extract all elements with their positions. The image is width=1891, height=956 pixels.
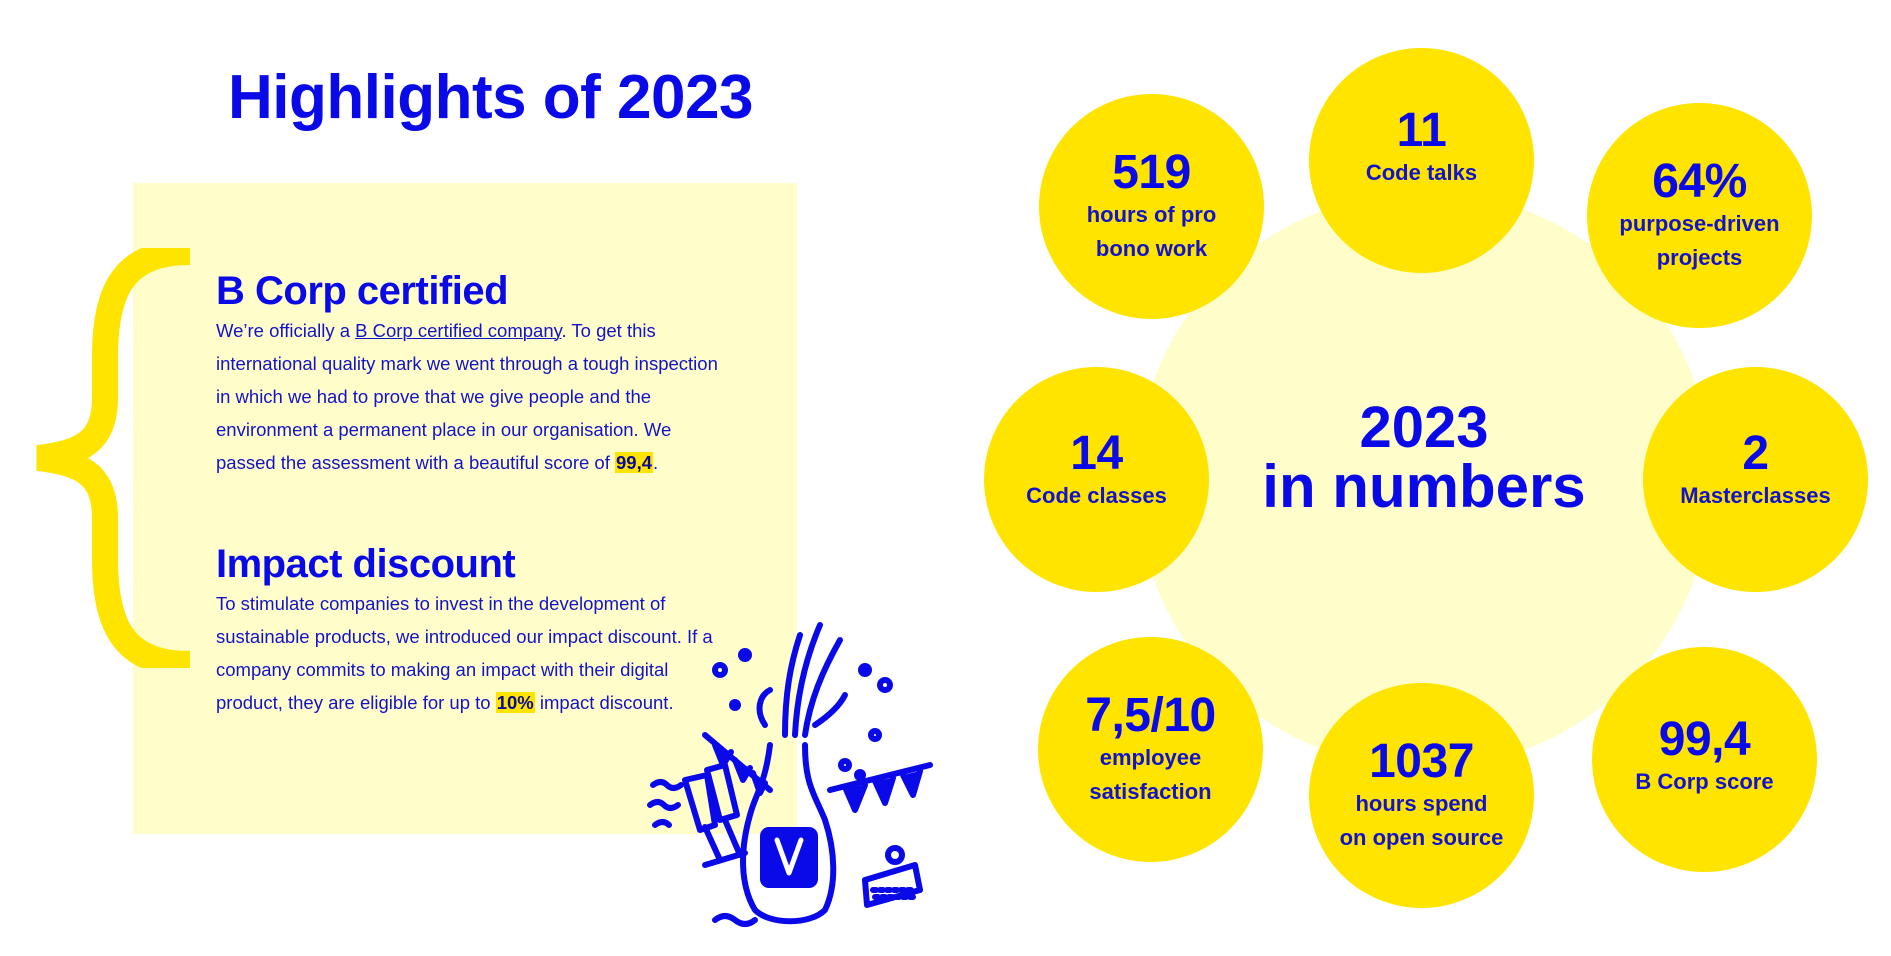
stat-purpose-driven: 64% purpose-driven projects [1587, 103, 1812, 328]
page-title: Highlights of 2023 [228, 63, 753, 132]
discount-highlight: 10% [495, 692, 535, 713]
stat-label: purpose-driven [1619, 210, 1780, 236]
body-text: We’re officially a [216, 320, 356, 341]
bcorp-link[interactable]: B Corp certified company [355, 320, 562, 341]
section-body: To stimulate companies to invest in the … [216, 587, 736, 719]
stat-value: 99,4 [1658, 713, 1751, 766]
body-text: . [653, 452, 659, 473]
body-text: impact discount. [534, 692, 674, 713]
stat-value: 1037 [1369, 734, 1474, 788]
center-year: 2023 [1359, 395, 1489, 460]
stat-pro-bono-hours: 519 hours of pro bono work [1039, 94, 1264, 319]
center-subtitle: in numbers [1262, 453, 1586, 520]
stat-value: 7,5/10 [1085, 688, 1216, 742]
body-text: . To get this international quality mark… [216, 320, 718, 473]
stat-bcorp-score: 99,4 B Corp score [1592, 647, 1817, 872]
curly-bracket-icon [36, 248, 191, 668]
champagne-celebration-icon [647, 622, 933, 927]
stat-label: B Corp score [1635, 769, 1774, 794]
section-body: We’re officially a B Corp certified comp… [216, 314, 736, 479]
center-title: 2023 in numbers [1136, 395, 1712, 520]
highlights-panel [133, 183, 797, 834]
stat-open-source-hours: 1037 hours spend on open source [1309, 683, 1534, 908]
stat-value: 2 [1742, 427, 1769, 480]
stat-label: Code classes [1026, 483, 1167, 508]
stat-label: on open source [1339, 824, 1504, 850]
stat-label: bono work [1095, 235, 1208, 261]
stat-value: 519 [1112, 145, 1191, 199]
score-highlight: 99,4 [615, 452, 654, 473]
stat-label: Masterclasses [1680, 483, 1831, 508]
stat-employee-satisfaction: 7,5/10 employee satisfaction [1038, 637, 1263, 862]
stat-masterclasses: 2 Masterclasses [1643, 367, 1868, 592]
stat-label: employee [1099, 744, 1202, 770]
stat-label: satisfaction [1089, 778, 1212, 804]
stat-label: Code talks [1365, 160, 1478, 185]
stat-label: hours spend [1355, 790, 1488, 816]
stat-label: hours of pro [1086, 201, 1217, 227]
stat-code-classes: 14 Code classes [984, 367, 1209, 592]
section-impact-discount: Impact discount To stimulate companies t… [216, 541, 736, 719]
section-bcorp: B Corp certified We’re officially a B Co… [216, 268, 736, 479]
section-heading: B Corp certified [216, 269, 509, 313]
stat-code-talks: 11 Code talks [1309, 48, 1534, 273]
stat-value: 14 [1070, 427, 1123, 480]
stat-value: 11 [1396, 104, 1447, 157]
body-text: To stimulate companies to invest in the … [216, 593, 713, 713]
stat-value: 64% [1652, 154, 1747, 208]
section-heading: Impact discount [216, 542, 516, 586]
stat-label: projects [1656, 244, 1743, 270]
